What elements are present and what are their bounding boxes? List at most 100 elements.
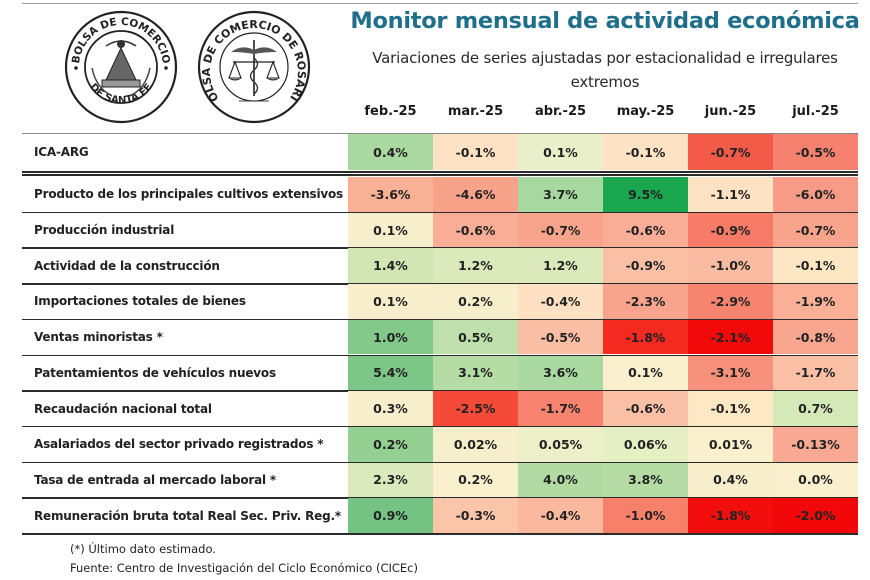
heatmap-cell: -0.6% (603, 212, 688, 248)
heatmap-cell: 0.06% (603, 426, 688, 462)
heatmap-cell: 0.4% (348, 134, 433, 170)
heatmap-cell: 0.4% (688, 462, 773, 498)
heatmap-cell: -0.4% (518, 284, 603, 319)
table-row: Tasa de entrada al mercado laboral * 2.3%… (22, 462, 858, 498)
heatmap-cell: -0.9% (688, 212, 773, 248)
summary-row-ica-arg: ICA-ARG 0.4% -0.1% 0.1% -0.1% -0.7% -0.5% (22, 134, 858, 170)
row-label: ICA-ARG (34, 145, 89, 159)
heatmap-cell: -0.7% (688, 134, 773, 170)
heatmap-cell: -2.1% (688, 319, 773, 355)
column-header: mar.-25 (447, 104, 504, 119)
page-title: Monitor mensual de actividad económica (350, 8, 860, 34)
table-row: Producción industrial 0.1% -0.6% -0.7% -0.6%… (22, 212, 858, 248)
table-row: Ventas minoristas * 1.0% 0.5% -0.5% -1.8% -2.… (22, 319, 858, 355)
double-separator-line (22, 174, 858, 176)
heatmap-cell: -2.3% (603, 284, 688, 319)
column-header: may.-25 (616, 104, 675, 119)
column-header: jun.-25 (704, 104, 757, 119)
heatmap-cell: -0.1% (603, 134, 688, 170)
heatmap-cell: 0.1% (348, 212, 433, 248)
row-label: Remuneración bruta total Real Sec. Priv.… (34, 508, 341, 523)
row-separator-line (22, 211, 858, 214)
heatmap-cell: -3.1% (688, 355, 773, 391)
heatmap-cell: -2.5% (433, 391, 518, 426)
double-separator-line (22, 171, 858, 173)
heatmap-cell: -0.7% (518, 212, 603, 248)
row-label: Importaciones totales de bienes (34, 294, 246, 309)
table-row: Asalariados del sector privado registrad… (22, 426, 858, 462)
heatmap-cell: -0.13% (773, 426, 858, 462)
row-separator-line (22, 283, 858, 285)
row-separator-line (22, 425, 858, 428)
heatmap-cell: 0.2% (433, 462, 518, 498)
heatmap-cell: 9.5% (603, 177, 688, 212)
heatmap-cell: -0.1% (433, 134, 518, 170)
heatmap-cell: 2.3% (348, 462, 433, 498)
heatmap-cell: -1.1% (688, 177, 773, 212)
heatmap-cell: -2.0% (773, 498, 858, 533)
heatmap-cell: 4.0% (518, 462, 603, 498)
bolsa-rosario-logo: BOLSA DE COMERCIO DE ROSARIO (195, 8, 313, 126)
heatmap-cell: 0.9% (348, 498, 433, 533)
column-header: abr.-25 (534, 104, 587, 119)
row-separator-line (22, 497, 858, 499)
heatmap-cell: 0.1% (348, 284, 433, 319)
heatmap-cell: -1.7% (773, 355, 858, 391)
column-header: jul.-25 (792, 104, 839, 119)
heatmap-cell: -0.5% (518, 319, 603, 355)
top-rule (22, 3, 858, 4)
heatmap-cell: -0.3% (433, 498, 518, 533)
row-separator-line (22, 533, 858, 535)
row-separator-line (22, 390, 858, 392)
table-row: Actividad de la construcción 1.4% 1.2% 1.2%… (22, 248, 858, 284)
heatmap-cell: -1.0% (688, 248, 773, 284)
row-separator-line (22, 247, 858, 249)
heatmap-cell: 3.8% (603, 462, 688, 498)
row-label: Ventas minoristas * (34, 330, 163, 345)
heatmap-cell: 0.1% (518, 134, 603, 170)
table-row: Patentamientos de vehículos nuevos 5.4% 3.… (22, 355, 858, 391)
heatmap-cell: 3.6% (518, 355, 603, 391)
heatmap-cell: -4.6% (433, 177, 518, 212)
table-row: Importaciones totales de bienes 0.1% 0.2% -… (22, 284, 858, 319)
table-top-border (22, 133, 858, 134)
heatmap-cell: -1.0% (603, 498, 688, 533)
row-label: Recaudación nacional total (34, 401, 212, 416)
heatmap-cell: -0.5% (773, 134, 858, 170)
heatmap-cell: -1.7% (518, 391, 603, 426)
table-row: Remuneración bruta total Real Sec. Priv.… (22, 498, 858, 533)
row-label: Patentamientos de vehículos nuevos (34, 365, 276, 380)
bolsa-santa-fe-logo: BOLSA DE COMERCIO DE SANTA FE (62, 8, 180, 126)
row-label: Producto de los principales cultivos ext… (34, 187, 343, 202)
row-label: Actividad de la construcción (34, 258, 220, 273)
page-subtitle: Variaciones de series ajustadas por esta… (372, 49, 838, 91)
heatmap-cell: -1.9% (773, 284, 858, 319)
heatmap-cell: 0.3% (348, 391, 433, 426)
heatmap-cell: 0.7% (773, 391, 858, 426)
heatmap-cell: 5.4% (348, 355, 433, 391)
heatmap-cell: 0.05% (518, 426, 603, 462)
heatmap-cell: 0.01% (688, 426, 773, 462)
heatmap-cell: -0.8% (773, 319, 858, 355)
row-separator-line (22, 318, 858, 321)
heatmap-cell: 0.0% (773, 462, 858, 498)
table-row: Recaudación nacional total 0.3% -2.5% -1.7%… (22, 391, 858, 426)
table-row: Producto de los principales cultivos ext… (22, 177, 858, 212)
heatmap-cell: 1.0% (348, 319, 433, 355)
heatmap-cell: -6.0% (773, 177, 858, 212)
heatmap-cell: -0.7% (773, 212, 858, 248)
heatmap-cell: 1.2% (433, 248, 518, 284)
heatmap-cell: 0.5% (433, 319, 518, 355)
heatmap-cell: -0.4% (518, 498, 603, 533)
row-separator-line (22, 354, 858, 356)
heatmap-cell: -0.6% (433, 212, 518, 248)
heatmap-cell: -0.9% (603, 248, 688, 284)
heatmap-cell: 3.7% (518, 177, 603, 212)
heatmap-cell: -1.8% (603, 319, 688, 355)
row-label: Producción industrial (34, 223, 175, 238)
heatmap-cell: 3.1% (433, 355, 518, 391)
heatmap-cell: 0.2% (348, 426, 433, 462)
svg-text:BOLSA DE COMERCIO DE ROSARIO: BOLSA DE COMERCIO DE ROSARIO (195, 8, 308, 104)
row-label: Tasa de entrada al mercado laboral * (34, 472, 276, 487)
row-label: Asalariados del sector privado registrad… (34, 437, 324, 452)
